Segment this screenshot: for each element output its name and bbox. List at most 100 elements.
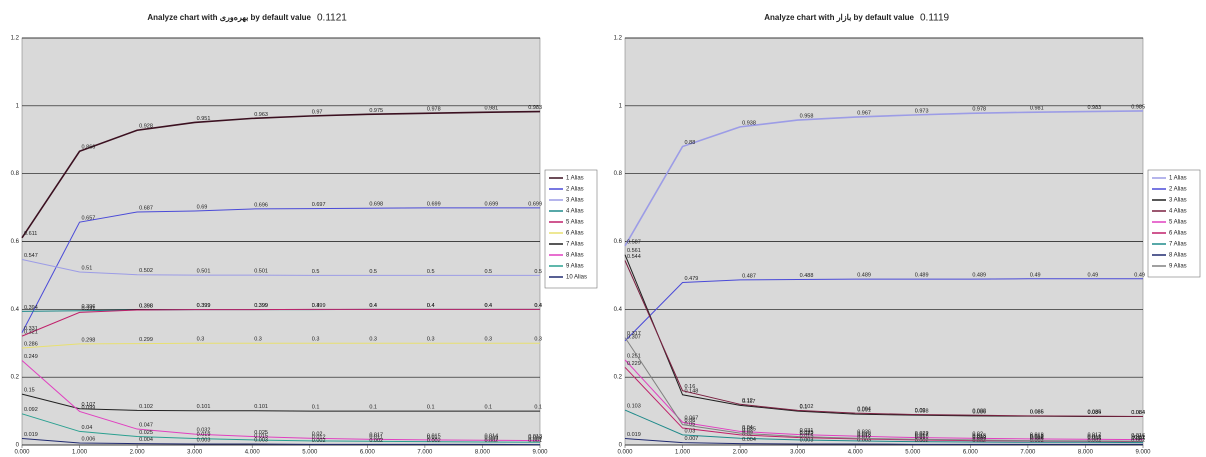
data-label: 0.088 [915, 409, 929, 415]
x-tick-label: 3.000 [187, 450, 203, 456]
data-label: 0.4 [534, 303, 542, 309]
data-label: 0.699 [427, 201, 441, 207]
data-label: 0.488 [800, 273, 814, 279]
series-line [21, 308, 540, 337]
data-label: 0.4 [369, 303, 377, 309]
data-label: 0.489 [857, 273, 871, 279]
y-tick-label: 0.6 [11, 239, 20, 245]
y-tick-label: 0 [16, 443, 20, 449]
data-label: 0.03 [742, 428, 753, 434]
data-label: 0.031 [800, 428, 814, 434]
data-label: 0.091 [857, 408, 871, 414]
data-label: 0.016 [1131, 433, 1145, 439]
data-label: 0.1 [369, 405, 377, 411]
default-value: 0.1119 [920, 13, 950, 24]
series-line [21, 258, 540, 276]
legend-label: 9 Alias [566, 264, 584, 270]
data-label: 0.399 [312, 303, 326, 309]
data-label: 0.487 [742, 273, 756, 279]
data-label: 0.011 [1132, 435, 1145, 441]
x-tick-label: 8.000 [1078, 450, 1094, 456]
data-label: 0.321 [24, 330, 38, 336]
data-label: 0.975 [369, 108, 383, 114]
x-tick-label: 9.000 [532, 450, 548, 456]
series-line [21, 342, 540, 349]
series-line [21, 438, 541, 446]
y-tick-label: 0.4 [11, 307, 20, 313]
data-label: 0.298 [82, 337, 96, 343]
data-label: 0.985 [1131, 104, 1145, 110]
data-label: 0.866 [82, 145, 96, 151]
data-label: 0.489 [915, 273, 929, 279]
data-label: 0.007 [685, 436, 699, 442]
data-label: 0.022 [800, 431, 814, 437]
data-label: 0.026 [857, 430, 871, 436]
x-tick-label: 8.000 [475, 450, 491, 456]
data-label: 0.699 [528, 201, 542, 207]
data-label: 0.501 [197, 269, 211, 275]
chart-title: Analyze chart with بازار by default valu… [764, 13, 914, 23]
data-label: 0.003 [197, 437, 211, 443]
legend-label: 8 Alias [566, 253, 584, 259]
data-label: 0.981 [484, 106, 498, 112]
data-label: 0.002 [972, 438, 986, 444]
x-tick-label: 4.000 [245, 450, 261, 456]
data-label: 0.698 [369, 202, 383, 208]
data-label: 0.5 [369, 269, 377, 275]
x-tick-label: 6.000 [360, 450, 376, 456]
data-label: 0.4 [484, 303, 492, 309]
data-label: 0.06 [685, 418, 696, 424]
data-label: 0.4 [427, 303, 435, 309]
data-label: 0.107 [82, 402, 96, 408]
data-label: 0.025 [800, 430, 814, 436]
data-label: 0.03 [685, 428, 696, 434]
data-label: 0.007 [1131, 436, 1145, 442]
data-label: 0.099 [82, 405, 96, 411]
data-label: 0.04 [82, 425, 93, 431]
data-label: 0.561 [627, 248, 641, 254]
data-label: 0.008 [1087, 436, 1101, 442]
data-label: 0.611 [24, 231, 37, 237]
x-tick-label: 6.000 [963, 450, 979, 456]
data-label: 0.657 [82, 216, 96, 222]
data-label: 0.928 [139, 124, 153, 130]
data-label: 0.687 [139, 205, 153, 211]
series-line [21, 110, 541, 239]
data-label: 0.003 [800, 437, 814, 443]
legend-label: 6 Alias [1169, 231, 1187, 237]
data-label: 0.49 [1134, 272, 1145, 278]
data-label: 0.084 [1131, 410, 1145, 416]
data-label: 0.009 [972, 435, 986, 441]
data-label: 0.032 [197, 428, 211, 434]
data-label: 0.008 [1030, 436, 1044, 442]
data-label: 0.018 [1030, 432, 1044, 438]
data-label: 0.251 [627, 353, 641, 359]
data-label: 0.4 [484, 303, 492, 309]
data-label: 0.002 [915, 438, 929, 444]
data-label: 0.148 [685, 388, 699, 394]
data-label: 0.49 [1030, 272, 1041, 278]
y-tick-label: 1.2 [614, 36, 623, 42]
data-label: 0.084 [1087, 410, 1101, 416]
data-label: 0.399 [254, 303, 268, 309]
x-tick-label: 2.000 [733, 450, 749, 456]
data-label: 0.003 [857, 437, 871, 443]
data-label: 0.092 [24, 407, 38, 413]
data-label: 0.008 [528, 436, 542, 442]
data-label: 0.002 [369, 438, 383, 444]
data-label: 0.101 [197, 404, 211, 410]
data-label: 0.983 [1087, 105, 1101, 111]
data-label: 0.3 [312, 337, 320, 343]
x-tick-label: 3.000 [790, 450, 806, 456]
data-label: 0.05 [685, 421, 696, 427]
data-label: 0.88 [685, 140, 696, 146]
data-label: 0.004 [139, 437, 153, 443]
data-label: 0.49 [1087, 272, 1098, 278]
data-label: 0.002 [427, 438, 441, 444]
data-label: 0.958 [800, 114, 814, 120]
data-label: 0.02 [857, 432, 868, 438]
data-label: 0.02 [972, 432, 983, 438]
data-label: 0.01 [1134, 435, 1145, 441]
series-line [624, 337, 1144, 442]
data-label: 0.101 [254, 404, 268, 410]
